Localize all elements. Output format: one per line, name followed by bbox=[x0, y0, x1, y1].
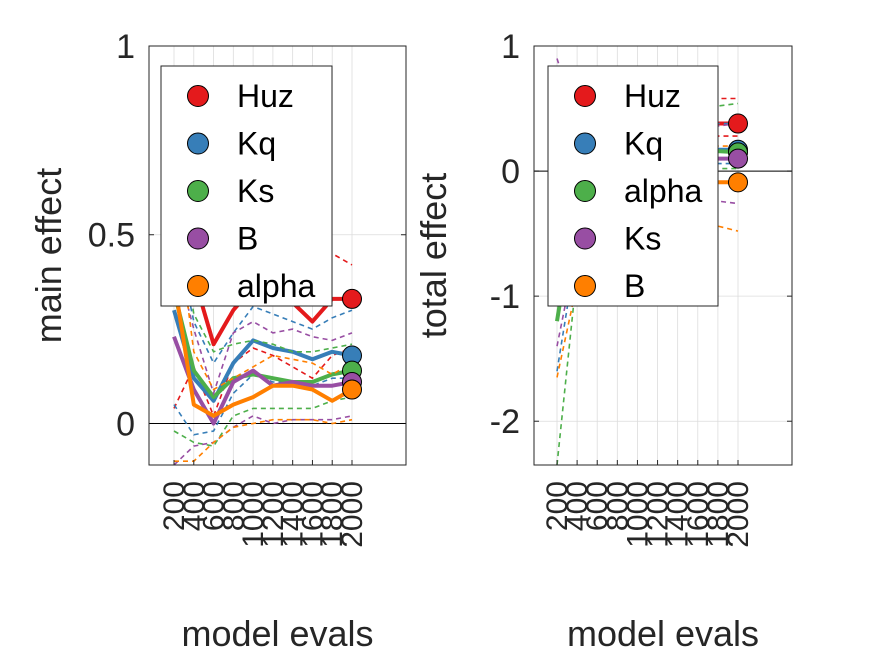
legend-marker-Ks bbox=[187, 180, 209, 202]
legend: Huz Kq alpha Ks B bbox=[547, 65, 719, 307]
y-tick-label: -1 bbox=[490, 278, 520, 316]
legend-marker-Ks bbox=[574, 227, 596, 250]
legend-marker-Kq bbox=[574, 132, 596, 155]
legend-label-Kq: Kq bbox=[237, 126, 276, 162]
series-end-marker-B bbox=[728, 172, 748, 193]
legend-marker-Huz bbox=[574, 85, 596, 107]
legend-label-alpha: alpha bbox=[624, 173, 703, 209]
axes-box bbox=[148, 45, 407, 466]
y-tick-label: 0.5 bbox=[88, 217, 135, 255]
x-tick-label: 1400 bbox=[277, 481, 310, 548]
legend-marker-B bbox=[574, 275, 596, 297]
x-tick-label: 200 bbox=[541, 481, 574, 531]
legend-marker-alpha bbox=[187, 275, 209, 297]
legend-label-B: B bbox=[237, 221, 258, 257]
series-end-marker-Huz bbox=[728, 113, 748, 134]
y-tick-label: 0 bbox=[116, 405, 135, 443]
x-tick-label: 400 bbox=[561, 481, 594, 531]
legend-marker-Huz bbox=[187, 85, 209, 107]
y-tick-label: 0 bbox=[501, 153, 520, 191]
x-tick-label: 600 bbox=[198, 481, 231, 531]
x-tick-label: 1800 bbox=[702, 481, 735, 548]
axes-box bbox=[533, 45, 793, 466]
x-tick-label: 800 bbox=[217, 481, 250, 531]
y-tick-label: -2 bbox=[490, 403, 520, 441]
y-tick-label: 1 bbox=[116, 28, 135, 66]
x-tick-label: 200 bbox=[158, 481, 191, 531]
series-end-marker-alpha bbox=[342, 379, 362, 400]
legend-marker-alpha bbox=[574, 180, 596, 202]
x-tick-label: 600 bbox=[581, 481, 614, 531]
x-axis-label: model evals bbox=[181, 613, 373, 654]
series-end-marker-Huz bbox=[342, 288, 362, 309]
x-tick-label: 2000 bbox=[336, 481, 369, 548]
x-tick-label: 1600 bbox=[296, 481, 329, 548]
legend-label-Ks: Ks bbox=[624, 221, 661, 257]
series-lower-bound-B bbox=[173, 415, 353, 465]
legend-label-Huz: Huz bbox=[624, 78, 681, 114]
chart-panel-1: 00.5120040060080010001200140016001800200… bbox=[28, 28, 407, 654]
x-tick-label: 1200 bbox=[257, 481, 290, 548]
legend-marker-B bbox=[187, 227, 209, 250]
series-line-B bbox=[172, 335, 353, 426]
series-line-alpha bbox=[172, 279, 353, 418]
x-tick-label: 1000 bbox=[237, 481, 270, 548]
legend-label-Kq: Kq bbox=[624, 126, 663, 162]
x-tick-label: 2000 bbox=[722, 481, 755, 548]
series-line-Kq bbox=[172, 309, 353, 403]
series-lower-bound-Ks bbox=[173, 396, 353, 447]
series-upper-bound-Ks bbox=[173, 193, 353, 353]
series-upper-bound-Kq bbox=[173, 227, 353, 365]
legend-marker-Kq bbox=[187, 132, 209, 155]
x-tick-label: 1800 bbox=[316, 481, 349, 548]
x-tick-label: 1200 bbox=[642, 481, 675, 548]
x-axis-label: model evals bbox=[567, 613, 759, 654]
series-end-marker-Ks bbox=[728, 148, 748, 169]
series-upper-bound-B bbox=[173, 253, 353, 396]
chart-panel-2: -2-1012004006008001000120014001600180020… bbox=[413, 28, 793, 654]
x-tick-label: 400 bbox=[178, 481, 211, 531]
x-tick-label: 1000 bbox=[621, 481, 654, 548]
legend-label-Huz: Huz bbox=[237, 78, 294, 114]
x-tick-label: 800 bbox=[601, 481, 634, 531]
legend-label-alpha: alpha bbox=[237, 268, 316, 304]
series-upper-bound-alpha bbox=[173, 196, 353, 391]
series-lower-bound-alpha bbox=[174, 418, 353, 463]
x-tick-label: 1600 bbox=[682, 481, 715, 548]
x-tick-label: 1400 bbox=[662, 481, 695, 548]
y-axis-label: main effect bbox=[28, 168, 69, 343]
y-axis-label: total effect bbox=[413, 173, 454, 338]
legend-label-B: B bbox=[624, 268, 645, 304]
y-tick-label: 1 bbox=[501, 28, 520, 66]
legend-label-Ks: Ks bbox=[237, 173, 274, 209]
